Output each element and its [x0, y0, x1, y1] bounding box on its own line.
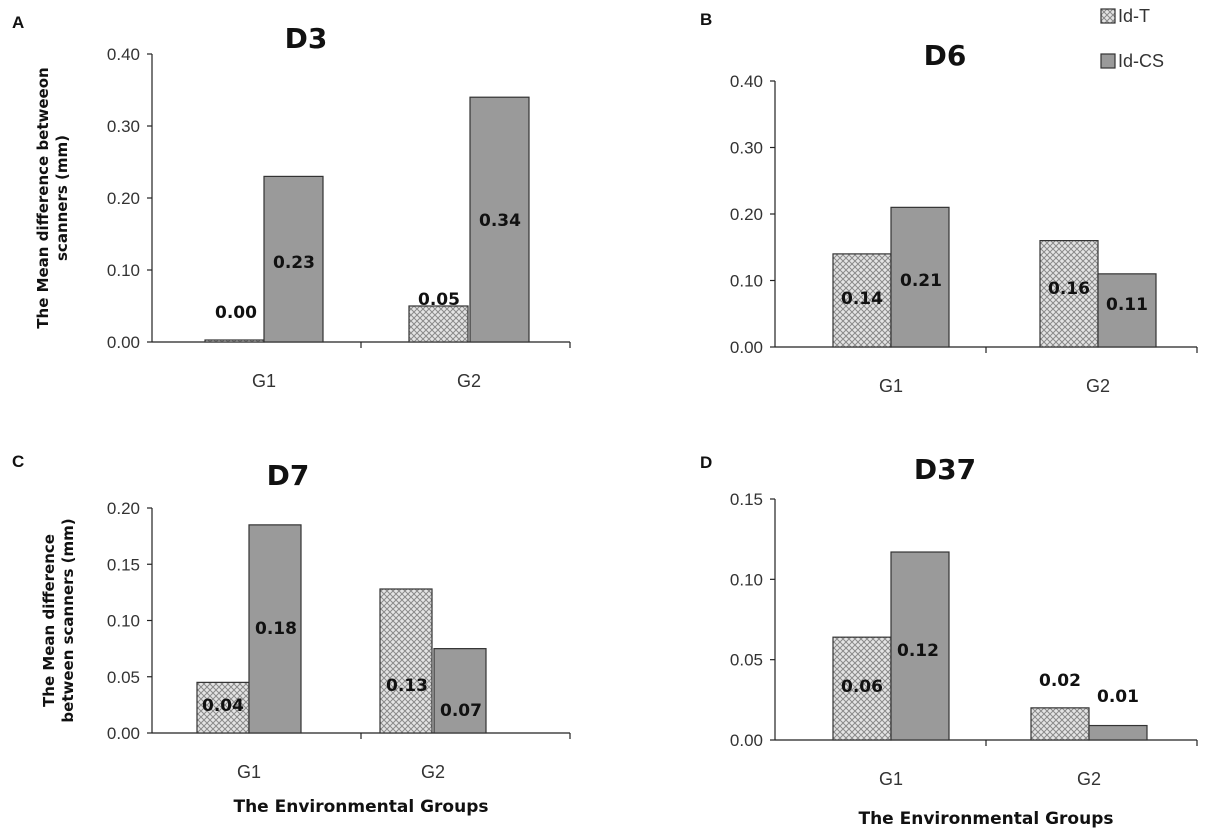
data-label: 0.14: [841, 289, 883, 309]
data-label: 0.06: [841, 677, 883, 697]
bar-id-cs-g1: [890, 551, 950, 741]
data-label: 0.00: [215, 303, 257, 323]
data-label: 0.34: [479, 211, 521, 231]
x-category-label: G1: [879, 376, 903, 396]
x-category-label: G1: [237, 762, 261, 782]
data-label: 0.21: [900, 271, 942, 291]
x-category-label: G1: [879, 769, 903, 789]
bar-id-cs-g1: [890, 206, 950, 348]
y-axis-label: The Mean difference betweeonscanners (mm…: [34, 67, 71, 328]
y-tick-label: 0.20: [730, 205, 763, 224]
chart-title: D37: [914, 453, 976, 486]
y-tick-label: 0.20: [107, 499, 140, 518]
bar-id-t-g1: [196, 681, 250, 734]
y-tick-label: 0.05: [730, 651, 763, 670]
bar-id-t-g2: [379, 588, 433, 734]
data-label: 0.18: [255, 619, 297, 639]
y-tick-label: 0.10: [107, 261, 140, 280]
y-tick-label: 0.15: [730, 490, 763, 509]
legend-swatch-id-cs: [1100, 53, 1116, 69]
data-label: 0.11: [1106, 295, 1148, 315]
chart-title: D6: [924, 39, 967, 72]
bar-id-t-g2: [1039, 240, 1099, 348]
y-tick-label: 0.05: [107, 668, 140, 687]
data-label: 0.05: [418, 290, 460, 310]
bar-id-t-g2: [408, 305, 469, 343]
data-label: 0.02: [1039, 671, 1081, 691]
y-tick-label: 0.30: [107, 117, 140, 136]
x-axis-label: The Environmental Groups: [233, 797, 488, 817]
data-label: 0.16: [1048, 279, 1090, 299]
y-tick-label: 0.10: [730, 272, 763, 291]
bar-id-cs-g2: [469, 96, 530, 343]
data-label: 0.01: [1097, 687, 1139, 707]
legend-label-id-t: Id-T: [1118, 6, 1150, 26]
x-axis-label: The Environmental Groups: [858, 809, 1113, 829]
y-axis-label: The Mean differencebetween scanners (mm): [40, 518, 77, 722]
panel-letter: B: [700, 10, 712, 29]
data-label: 0.07: [440, 701, 482, 721]
x-category-label: G1: [252, 371, 276, 391]
y-tick-label: 0.40: [107, 45, 140, 64]
legend: Id-T Id-CS: [1100, 6, 1164, 71]
bar-id-t-g1: [832, 253, 892, 348]
y-tick-label: 0.00: [107, 333, 140, 352]
bar-id-cs-g2: [1097, 273, 1157, 348]
legend-swatch-id-t: [1100, 8, 1116, 24]
data-label: 0.12: [897, 641, 939, 661]
panel-letter: A: [12, 13, 24, 32]
bar-id-cs-g1: [248, 524, 302, 734]
x-category-label: G2: [421, 762, 445, 782]
y-tick-label: 0.10: [107, 612, 140, 631]
bar-id-t-g2: [1030, 707, 1090, 741]
chart-title: D3: [285, 22, 328, 55]
bar-id-cs-g2: [433, 648, 487, 734]
y-tick-label: 0.00: [730, 731, 763, 750]
legend-label-id-cs: Id-CS: [1118, 51, 1164, 71]
data-label: 0.23: [273, 253, 315, 273]
y-tick-label: 0.00: [107, 724, 140, 743]
y-tick-label: 0.10: [730, 570, 763, 589]
x-category-label: G2: [1086, 376, 1110, 396]
chart-panel-d: D D37 0.00 0.05 0.10 0.15 G1 G2 0.06 0.02 0.12 0.01…: [700, 453, 1198, 829]
y-tick-label: 0.40: [730, 72, 763, 91]
chart-panel-b: B D6 0.00 0.10 0.20 0.30 0.40 G1 G2 0.14 0.16 0.21 0…: [700, 10, 1198, 396]
data-label: 0.13: [386, 676, 428, 696]
y-tick-label: 0.20: [107, 189, 140, 208]
panel-letter: C: [12, 452, 24, 471]
y-tick-label: 0.00: [730, 338, 763, 357]
chart-panel-a: A D3 0.00 0.10 0.20 0.30 0.40 G1 G2 0.00 0.05 0.23 0…: [12, 13, 571, 391]
x-category-label: G2: [457, 371, 481, 391]
bar-id-cs-g2: [1088, 724, 1148, 741]
y-tick-label: 0.15: [107, 555, 140, 574]
chart-panel-c: C D7 0.00 0.05 0.10 0.15 0.20 G1 G2 0.04 0.13 0.18 0…: [12, 452, 571, 817]
bar-id-cs-g1: [263, 175, 324, 343]
x-category-label: G2: [1077, 769, 1101, 789]
y-tick-label: 0.30: [730, 139, 763, 158]
bar-id-t-g1: [204, 339, 265, 343]
chart-title: D7: [267, 459, 310, 492]
panel-letter: D: [700, 453, 712, 472]
data-label: 0.04: [202, 696, 244, 716]
